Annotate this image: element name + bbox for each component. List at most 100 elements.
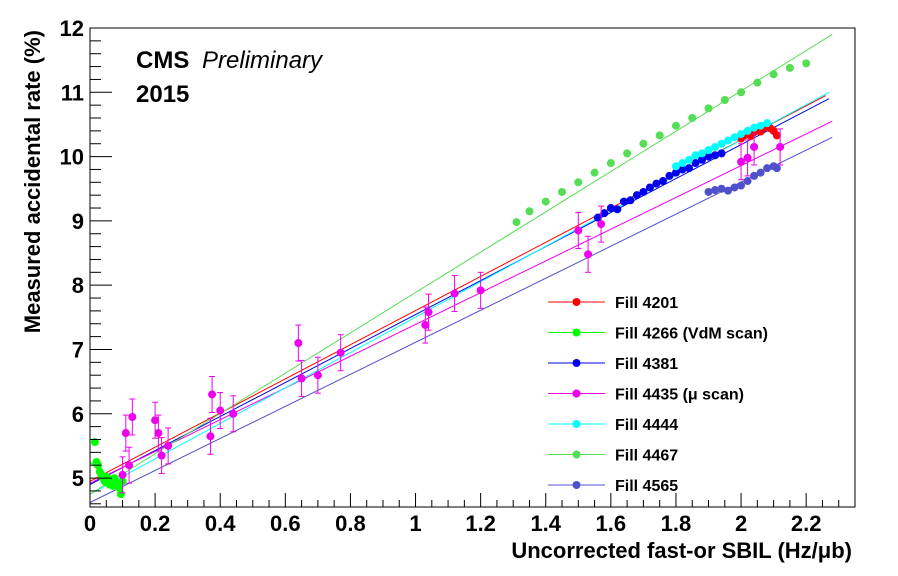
data-point [151,416,160,425]
data-point [600,209,609,218]
status-label: Preliminary [202,47,324,74]
data-point [737,157,746,166]
data-point [206,432,215,441]
data-point [724,136,733,145]
data-point [541,197,550,206]
data-point [294,339,303,348]
data-point [698,155,706,164]
data-point [118,470,127,479]
data-point [724,186,733,195]
fit-lines [89,34,833,503]
legend-label: Fill 4467 [615,448,678,465]
fit-line [89,98,830,485]
y-tick-label: 7 [72,337,84,362]
legend-label: Fill 4201 [615,295,678,312]
data-point [717,184,726,193]
data-point [704,187,713,196]
x-tick-label: 1.4 [530,511,561,536]
data-point [164,441,173,450]
y-tick-label: 8 [72,273,84,298]
y-tick-label: 5 [72,466,84,491]
legend-marker [572,389,581,398]
legend-marker [572,328,581,337]
x-tick-label: 0.6 [270,511,301,536]
data-point [597,220,606,229]
x-tick-label: 1.8 [661,511,692,536]
y-tick-label: 6 [72,402,84,427]
data-point [658,177,667,186]
data-point [711,142,720,151]
data-point [313,371,322,380]
data-point [769,70,778,79]
data-point [691,151,700,160]
data-point [606,159,615,168]
data-point [704,146,713,155]
data-point [743,126,752,135]
x-tick-label: 2.2 [791,511,822,536]
data-point [753,78,762,87]
data-point [772,131,781,140]
legend-label: Fill 4381 [615,356,678,373]
y-axis-title: Measured accidental rate (%) [20,30,45,333]
data-point [665,171,674,180]
x-tick-label: 1.6 [596,511,627,536]
data-point [655,131,664,140]
legend-marker [572,359,581,367]
data-point [678,159,687,168]
data-point [750,142,759,151]
data-point [750,171,759,180]
x-tick-label: 0.4 [205,511,236,536]
data-point [688,114,697,123]
data-point [772,164,781,173]
data-point [691,159,700,168]
cms-label: CMS Preliminary [136,47,324,74]
data-point [756,121,765,130]
fit-line [89,120,833,484]
data-point [763,164,772,173]
data-point [717,139,726,148]
legend-label: Fill 4565 [615,478,678,495]
data-point [90,438,99,447]
data-point [684,164,693,173]
data-point [476,286,485,295]
data-point [671,121,680,130]
data-point [756,168,765,177]
data-point [512,218,521,227]
data-point [776,142,785,151]
data-point [737,130,746,139]
data-point [717,149,726,158]
data-point [584,250,593,259]
data-point [297,374,306,383]
data-point [678,165,687,174]
data-point [525,207,534,216]
y-tick-label: 10 [60,145,84,170]
data-point [216,406,225,415]
legend: Fill 4201 Fill 4266 (VdM scan) Fill 4381 Fi… [548,295,768,495]
data-point [763,119,772,128]
data-point [730,133,739,142]
data-point [606,204,615,213]
data-point [613,205,622,214]
year-label: 2015 [136,81,189,108]
data-point [125,461,134,470]
legend-marker [572,420,581,428]
data-point [208,390,217,399]
data-point [737,88,746,97]
legend-marker [572,298,581,306]
x-tick-label: 0.2 [140,511,171,536]
fit-line [89,136,833,503]
data-point [684,155,693,164]
y-tick-label: 9 [72,209,84,234]
legend-label: Fill 4435 (μ scan) [615,387,744,404]
x-tick-label: 2 [735,511,747,536]
plot-frame [89,27,856,508]
experiment-name: CMS [136,47,189,74]
data-point [704,152,713,161]
data-point [645,183,654,192]
legend-marker [572,450,581,459]
data-point [743,177,752,186]
data-point [711,186,720,195]
data-point [785,63,794,72]
data-point [593,213,602,222]
